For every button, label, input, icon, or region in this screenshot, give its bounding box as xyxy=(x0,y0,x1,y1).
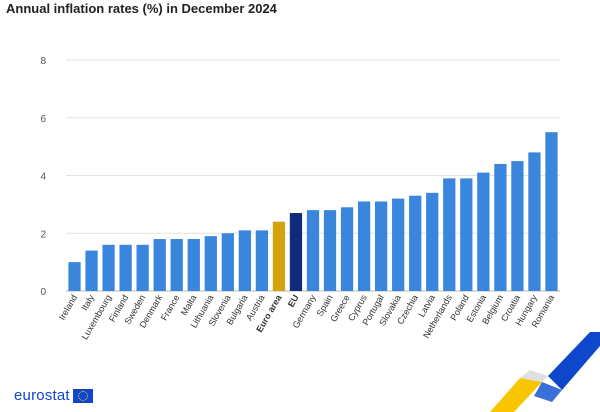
y-tick-label: 4 xyxy=(40,172,46,183)
bar-greece xyxy=(340,207,354,291)
bar-czechia xyxy=(409,195,422,291)
bar-ireland xyxy=(68,262,81,291)
bar-latvia xyxy=(426,192,439,291)
x-axis-labels: Ireland ItalyLuxembourgFinlandSwedenDenma… xyxy=(57,292,556,341)
bar-france xyxy=(170,239,183,291)
bar-denmark xyxy=(153,239,166,291)
bar-lithuania xyxy=(204,236,217,291)
x-label-eu: EU xyxy=(286,293,301,309)
bar-malta xyxy=(187,239,200,291)
bar-austria xyxy=(255,230,269,291)
bar-luxembourg xyxy=(102,244,115,291)
bar-bulgaria xyxy=(238,230,251,291)
bar-slovenia xyxy=(221,233,234,291)
bar-estonia xyxy=(477,172,490,291)
bar-eu xyxy=(289,213,303,291)
bar-portugal xyxy=(375,201,388,291)
bar-finland xyxy=(119,244,132,291)
bar-euro-area xyxy=(272,221,286,291)
brand-name: eurostat xyxy=(14,387,70,404)
y-tick-label: 2 xyxy=(40,229,46,240)
y-tick-label: 6 xyxy=(40,114,46,125)
decorative-swoosh-icon xyxy=(490,332,600,412)
eu-flag-icon xyxy=(72,388,93,403)
bar-poland xyxy=(460,178,473,291)
chart-title: Annual inflation rates (%) in December 2… xyxy=(6,1,277,16)
bar-hungary xyxy=(528,152,541,291)
x-label-ireland: Ireland xyxy=(57,293,79,322)
eurostat-logo: eurostat xyxy=(14,387,93,404)
bar-sweden xyxy=(136,244,149,291)
bars xyxy=(68,132,558,291)
bar-netherlands xyxy=(443,178,456,291)
y-tick-label: 0 xyxy=(40,287,46,298)
y-axis-ticks: 0 2 4 6 8 xyxy=(40,56,46,298)
bar-romania xyxy=(545,132,558,291)
y-tick-label: 8 xyxy=(40,56,46,67)
bar-spain xyxy=(323,210,337,291)
bar-croatia xyxy=(511,161,524,291)
x-label-italy: Italy xyxy=(79,293,96,313)
bar-cyprus xyxy=(357,201,371,291)
bar-germany xyxy=(306,210,320,291)
bar-belgium xyxy=(494,163,507,291)
bar-slovakia xyxy=(392,198,405,291)
bar-italy xyxy=(85,250,98,291)
